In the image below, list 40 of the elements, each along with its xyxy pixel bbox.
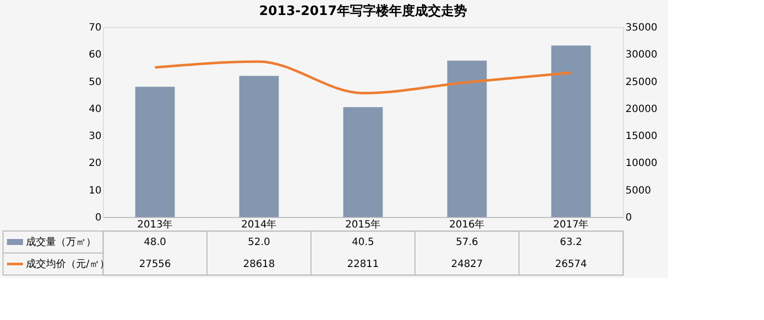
- y2-tick-label: 15000: [626, 131, 658, 142]
- x-tick-label: 2015年: [345, 218, 381, 230]
- data-label: 27556: [139, 259, 171, 270]
- data-label: 57.6: [456, 237, 478, 248]
- y2-tick-label: 25000: [626, 76, 658, 88]
- x-tick-label: 2017年: [553, 218, 589, 230]
- data-label: 26574: [555, 259, 587, 270]
- legend-label: 成交量（万㎡）: [26, 236, 96, 248]
- data-label: 48.0: [144, 237, 166, 248]
- y2-tick-label: 0: [626, 212, 632, 224]
- y-tick-label: 10: [88, 185, 102, 196]
- y-tick-label: 0: [95, 212, 102, 224]
- data-label: 28618: [243, 259, 275, 270]
- y-tick-label: 30: [88, 131, 102, 142]
- bar: [447, 60, 487, 217]
- y-tick-label: 40: [88, 104, 102, 115]
- chart-title: 2013-2017年写字楼年度成交走势: [259, 3, 467, 19]
- y2-tick-label: 30000: [626, 50, 658, 61]
- data-label: 22811: [347, 259, 379, 270]
- y2-tick-label: 35000: [626, 22, 658, 34]
- y2-tick-label: 20000: [626, 104, 658, 115]
- y-tick-label: 50: [88, 76, 102, 88]
- y2-tick-label: 10000: [626, 158, 658, 170]
- x-tick-label: 2016年: [449, 218, 485, 230]
- data-label: 40.5: [352, 237, 374, 248]
- bar: [239, 76, 279, 217]
- y-tick-label: 20: [88, 158, 102, 170]
- bar: [551, 45, 591, 217]
- bar: [135, 86, 175, 217]
- y-tick-label: 60: [88, 50, 102, 61]
- data-label: 63.2: [560, 237, 582, 248]
- y2-tick-label: 5000: [626, 185, 651, 196]
- data-label: 52.0: [248, 237, 270, 248]
- x-tick-label: 2014年: [241, 218, 277, 230]
- line-series: [154, 60, 572, 94]
- x-tick-label: 2013年: [137, 218, 173, 230]
- y-tick-label: 70: [88, 22, 102, 34]
- legend-label: 成交均价（元/㎡）: [26, 258, 110, 270]
- bar: [343, 107, 383, 217]
- data-label: 24827: [451, 259, 483, 270]
